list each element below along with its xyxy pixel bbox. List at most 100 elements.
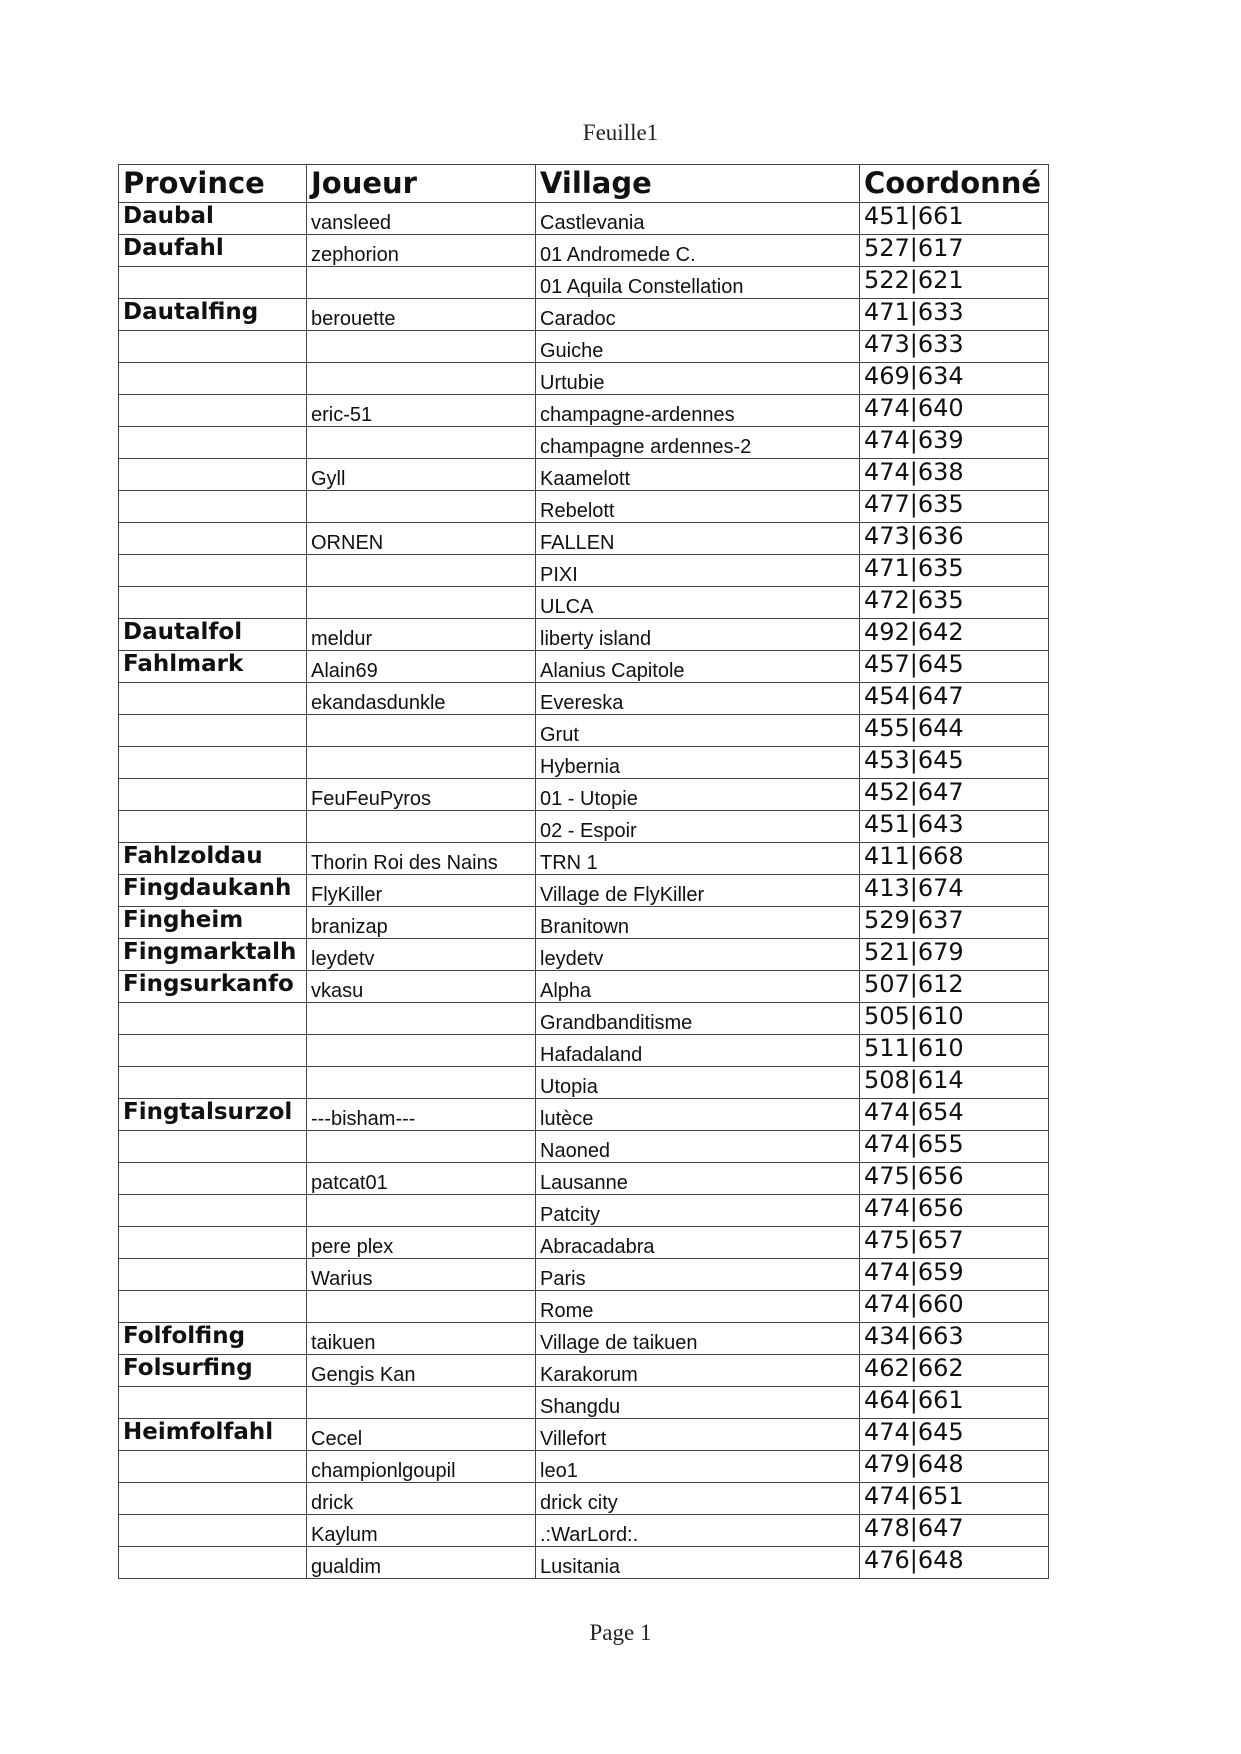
table-cell [118, 1483, 307, 1515]
table-cell: 472|635 [860, 587, 1049, 619]
table-cell: Alpha [536, 971, 860, 1003]
table-cell [118, 363, 307, 395]
table-cell: Rome [536, 1291, 860, 1323]
table-cell: 508|614 [860, 1067, 1049, 1099]
table-cell: leydetv [536, 939, 860, 971]
table-cell: champagne ardennes-2 [536, 427, 860, 459]
table-cell: Hybernia [536, 747, 860, 779]
table-cell: 527|617 [860, 235, 1049, 267]
table-cell [307, 491, 536, 523]
table-cell: 473|636 [860, 523, 1049, 555]
table-cell: Lusitania [536, 1547, 860, 1579]
table-cell: Evereska [536, 683, 860, 715]
table-cell [307, 1387, 536, 1419]
table-cell: 511|610 [860, 1035, 1049, 1067]
table-cell: zephorion [307, 235, 536, 267]
table-cell: ---bisham--- [307, 1099, 536, 1131]
table-cell: drick city [536, 1483, 860, 1515]
table-cell: Patcity [536, 1195, 860, 1227]
table-cell [118, 1035, 307, 1067]
table-cell [118, 811, 307, 843]
table-cell: 471|633 [860, 299, 1049, 331]
table-cell: 474|639 [860, 427, 1049, 459]
table-cell [307, 1291, 536, 1323]
table-cell [118, 779, 307, 811]
table-cell: Alain69 [307, 651, 536, 683]
table-cell: Guiche [536, 331, 860, 363]
table-cell [118, 1515, 307, 1547]
table-cell [118, 1291, 307, 1323]
table-cell: Fingmarktalh [118, 939, 307, 971]
table-cell [307, 267, 536, 299]
table-cell [118, 459, 307, 491]
table-cell: 413|674 [860, 875, 1049, 907]
table-cell: 474|638 [860, 459, 1049, 491]
table-cell: Caradoc [536, 299, 860, 331]
table-cell: 521|679 [860, 939, 1049, 971]
table-cell: Cecel [307, 1419, 536, 1451]
table-cell [118, 267, 307, 299]
table-cell: FeuFeuPyros [307, 779, 536, 811]
table-cell [118, 1547, 307, 1579]
table-cell [118, 1003, 307, 1035]
table-cell: Abracadabra [536, 1227, 860, 1259]
table-cell: 02 - Espoir [536, 811, 860, 843]
table-cell: 454|647 [860, 683, 1049, 715]
table-cell: taikuen [307, 1323, 536, 1355]
table-cell [307, 1131, 536, 1163]
table-cell: branizap [307, 907, 536, 939]
table-cell: FALLEN [536, 523, 860, 555]
table-cell: 469|634 [860, 363, 1049, 395]
table-cell: ORNEN [307, 523, 536, 555]
table-cell: 475|657 [860, 1227, 1049, 1259]
table-cell: Villefort [536, 1419, 860, 1451]
table-cell: 474|659 [860, 1259, 1049, 1291]
table-cell: Fingsurkanfo [118, 971, 307, 1003]
table-cell: 411|668 [860, 843, 1049, 875]
table-cell: PIXI [536, 555, 860, 587]
table-cell: berouette [307, 299, 536, 331]
table-cell: 474|640 [860, 395, 1049, 427]
table-cell [307, 587, 536, 619]
table-cell [118, 1259, 307, 1291]
table-cell [118, 1131, 307, 1163]
table-cell: 492|642 [860, 619, 1049, 651]
table-cell: Fingheim [118, 907, 307, 939]
table-cell [307, 427, 536, 459]
table-cell: Kaylum [307, 1515, 536, 1547]
table-cell: 474|645 [860, 1419, 1049, 1451]
table-cell: FlyKiller [307, 875, 536, 907]
table-cell [118, 715, 307, 747]
table-cell [118, 1195, 307, 1227]
table-cell: Daubal [118, 203, 307, 235]
table-cell: patcat01 [307, 1163, 536, 1195]
table-cell: ekandasdunkle [307, 683, 536, 715]
table-cell: Kaamelott [536, 459, 860, 491]
table-cell: Paris [536, 1259, 860, 1291]
table-cell: 464|661 [860, 1387, 1049, 1419]
table-cell [118, 1227, 307, 1259]
table-cell [118, 427, 307, 459]
table-cell: Warius [307, 1259, 536, 1291]
table-cell: 473|633 [860, 331, 1049, 363]
table-cell [307, 1067, 536, 1099]
table-cell: Folsurfing [118, 1355, 307, 1387]
table-cell: Hafadaland [536, 1035, 860, 1067]
table-cell: 474|651 [860, 1483, 1049, 1515]
sheet-title: Feuille1 [582, 120, 659, 145]
table-cell: eric-51 [307, 395, 536, 427]
table-cell: Thorin Roi des Nains [307, 843, 536, 875]
table-cell [118, 683, 307, 715]
table-cell [118, 1067, 307, 1099]
table-cell [118, 1163, 307, 1195]
table-cell [118, 331, 307, 363]
table-cell: 01 - Utopie [536, 779, 860, 811]
table-cell: 457|645 [860, 651, 1049, 683]
table-cell [307, 1195, 536, 1227]
table-cell: Dautalfol [118, 619, 307, 651]
page-number: Page 1 [589, 1620, 652, 1645]
table-cell [307, 1035, 536, 1067]
table-cell: Fingtalsurzol [118, 1099, 307, 1131]
table-cell: 474|655 [860, 1131, 1049, 1163]
